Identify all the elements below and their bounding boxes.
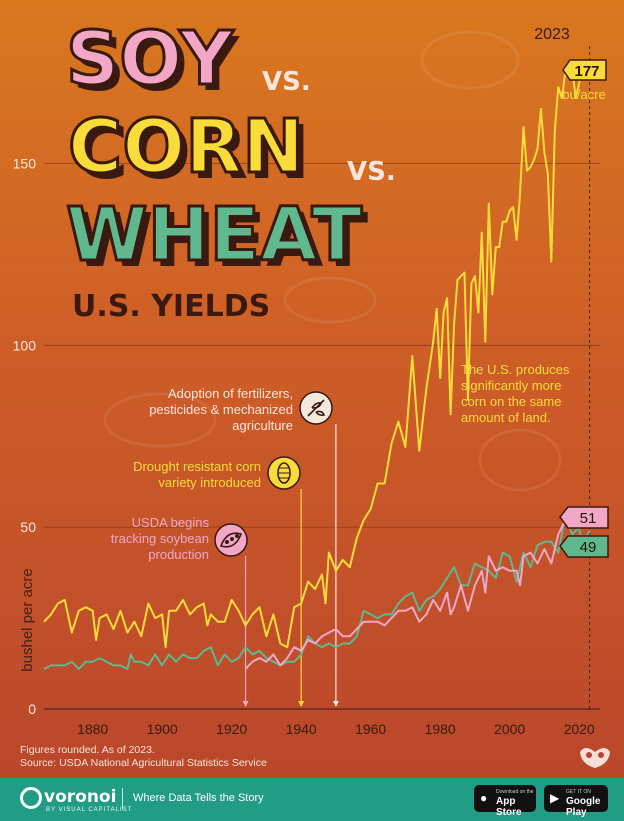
corn-icon	[267, 456, 301, 490]
y-tick-150: 150	[13, 155, 37, 171]
title-corn: CORN	[68, 104, 304, 190]
chart: 0 50 100 150 1880 1900 1920 1940 1960 1980 2000 20…	[13, 15, 609, 737]
annotation-corn-note-line4: amount of land.	[461, 410, 551, 425]
gridlines	[44, 163, 600, 528]
voronoi-logo-icon	[20, 787, 42, 809]
app-store-label: App Store	[496, 796, 522, 818]
annotation-usda-line2: tracking soybean	[111, 531, 209, 546]
x-tick-2020: 2020	[564, 721, 595, 737]
wheat-end-label: 49	[559, 535, 609, 558]
note-rounded: Figures rounded. As of 2023.	[20, 744, 155, 756]
annotation-corn-note-line1: The U.S. produces	[461, 362, 570, 377]
event-arrow-1950	[332, 701, 339, 707]
annotation-fertilizers: Adoption of fertilizers, pesticides & me…	[149, 386, 293, 433]
play-icon: ▶	[550, 791, 560, 805]
corn-end-value: 177	[574, 63, 599, 80]
x-tick-2000: 2000	[494, 721, 525, 737]
note-source: Source: USDA National Agricultural Stati…	[20, 757, 267, 769]
title-corn-shadow: CORN	[74, 110, 310, 196]
event-lines	[242, 424, 339, 707]
soy-end-label: 51	[559, 506, 609, 529]
unit-label: bu/acre	[562, 87, 605, 102]
x-tick-1940: 1940	[286, 721, 317, 737]
soybean-icon	[214, 523, 248, 557]
annotation-drought-line2: variety introduced	[158, 475, 261, 490]
title-vs-1: VS.	[262, 67, 311, 97]
series-line-wheat	[43, 515, 591, 670]
x-tick-1880: 1880	[77, 721, 108, 737]
annotation-usda-line1: USDA begins	[132, 515, 210, 530]
notes: Figures rounded. As of 2023. Source: USD…	[20, 744, 267, 770]
y-axis-label: bushel per acre	[19, 568, 36, 671]
title-soy-shadow: SOY	[72, 22, 241, 108]
wheat-end-value: 49	[580, 539, 597, 556]
annotation-usda-line3: production	[148, 547, 209, 562]
event-arrow-1940	[298, 701, 305, 707]
year-marker: 2023	[534, 26, 570, 43]
app-store-button[interactable]: ● Download on the App Store	[474, 785, 536, 818]
brand-subtitle: BY VISUAL CAPITALIST	[46, 807, 133, 813]
x-tick-labels: 1880 1900 1920 1940 1960 1980 2000 2020	[77, 721, 595, 737]
x-tick-1960: 1960	[355, 721, 386, 737]
title-wheat: WHEAT	[66, 192, 363, 278]
decorative-background-shapes	[103, 30, 562, 492]
y-tick-50: 50	[20, 519, 36, 535]
corn-end-label: 177 bu/acre	[562, 59, 607, 102]
soy-end-value: 51	[580, 510, 597, 527]
annotation-fertilizers-line1: Adoption of fertilizers,	[168, 386, 293, 401]
x-tick-1980: 1980	[425, 721, 456, 737]
google-play-button[interactable]: ▶ GET IT ON Google Play	[544, 785, 608, 818]
event-arrow-1924	[242, 701, 249, 707]
tagline: Where Data Tells the Story	[133, 792, 264, 804]
title-vs-2: VS.	[347, 157, 396, 187]
series-line-corn	[43, 64, 591, 649]
tractor-leaf-icon	[299, 391, 333, 425]
x-tick-1920: 1920	[216, 721, 247, 737]
annotation-usda: USDA begins tracking soybean production	[111, 515, 210, 562]
annotation-fertilizers-line2: pesticides & mechanized	[149, 402, 293, 417]
y-tick-labels: 0 50 100 150	[13, 155, 37, 717]
annotation-corn-note: The U.S. produces significantly more cor…	[461, 362, 570, 425]
subtitle: U.S. YIELDS	[72, 289, 270, 324]
title-soy: SOY	[66, 16, 235, 102]
footer-bar: voronoi BY VISUAL CAPITALIST Where Data …	[0, 778, 624, 821]
y-tick-0: 0	[28, 701, 36, 717]
title-wheat-shadow: WHEAT	[72, 198, 369, 284]
title-block: SOY SOY VS. CORN CORN VS. WHEAT WHEAT U.…	[65, 15, 396, 325]
annotation-drought-line1: Drought resistant corn	[133, 459, 261, 474]
series-line-soy	[244, 518, 591, 670]
annotation-drought: Drought resistant corn variety introduce…	[133, 459, 261, 490]
google-play-label: Google Play	[566, 796, 601, 818]
y-tick-100: 100	[13, 337, 37, 353]
annotation-corn-note-line3: corn on the same	[461, 394, 561, 409]
app-store-small-label: Download on the	[496, 789, 534, 795]
visual-capitalist-logo-icon	[580, 748, 610, 768]
annotation-corn-note-line2: significantly more	[461, 378, 561, 393]
footer-divider	[122, 788, 123, 810]
annotation-fertilizers-line3: agriculture	[232, 418, 293, 433]
apple-icon: ●	[480, 791, 488, 805]
series-lines	[43, 64, 591, 670]
google-play-small-label: GET IT ON	[566, 789, 591, 795]
x-tick-1900: 1900	[147, 721, 178, 737]
brand-name: voronoi	[44, 787, 117, 807]
